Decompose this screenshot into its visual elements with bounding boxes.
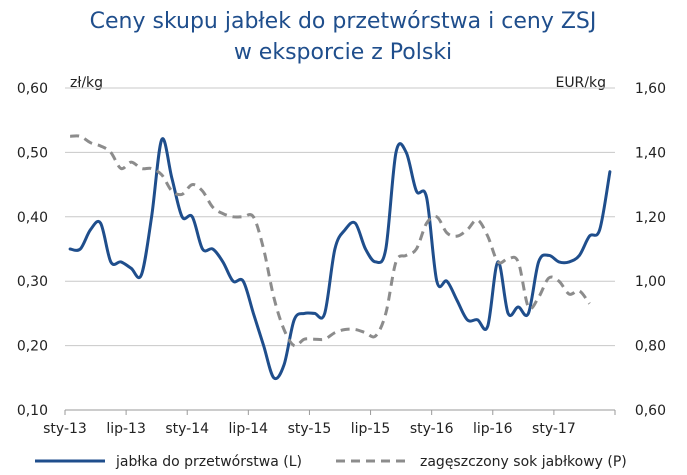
- legend: jabłka do przetwórstwa (L) zagęszczony s…: [35, 454, 627, 470]
- right-tick-label: 0,60: [635, 403, 666, 419]
- series-line-jablka: [68, 137, 612, 381]
- legend-label-jablka: jabłka do przetwórstwa (L): [115, 454, 302, 470]
- chart-title-line-1: Ceny skupu jabłek do przetwórstwa i ceny…: [90, 9, 597, 34]
- left-axis-ticks: 0,10 0,20 0,30 0,40 0,50 0,60: [17, 81, 48, 419]
- x-tick-label: sty-14: [165, 421, 209, 437]
- x-tick-label: lip-16: [473, 421, 513, 437]
- right-tick-label: 1,40: [635, 145, 666, 161]
- x-tick-label: sty-17: [532, 421, 576, 437]
- right-tick-label: 1,00: [635, 274, 666, 290]
- x-tick-label: sty-15: [288, 421, 332, 437]
- x-tick-label: lip-13: [106, 421, 146, 437]
- x-tick-label: sty-13: [43, 421, 87, 437]
- left-axis-unit: zł/kg: [70, 75, 103, 91]
- left-tick-label: 0,40: [17, 210, 48, 226]
- left-tick-label: 0,10: [17, 403, 48, 419]
- legend-label-sok: zagęszczony sok jabłkowy (P): [420, 454, 627, 470]
- right-tick-label: 1,20: [635, 210, 666, 226]
- x-tick-label: sty-16: [410, 421, 454, 437]
- x-tick-label: lip-14: [229, 421, 269, 437]
- series-line-sok: [70, 134, 591, 348]
- x-tick-label: lip-15: [351, 421, 391, 437]
- right-tick-label: 1,60: [635, 81, 666, 97]
- left-tick-label: 0,20: [17, 339, 48, 355]
- left-tick-label: 0,50: [17, 145, 48, 161]
- right-tick-label: 0,80: [635, 339, 666, 355]
- left-tick-label: 0,30: [17, 274, 48, 290]
- right-axis-unit: EUR/kg: [555, 75, 606, 91]
- right-axis-ticks: 0,60 0,80 1,00 1,20 1,40 1,60: [635, 81, 666, 419]
- series-lines: [68, 134, 612, 381]
- left-tick-label: 0,60: [17, 81, 48, 97]
- x-axis: sty-13 lip-13 sty-14 lip-14 sty-15 lip-15 sty-…: [43, 409, 616, 437]
- chart-title-line-2: w eksporcie z Polski: [234, 40, 452, 65]
